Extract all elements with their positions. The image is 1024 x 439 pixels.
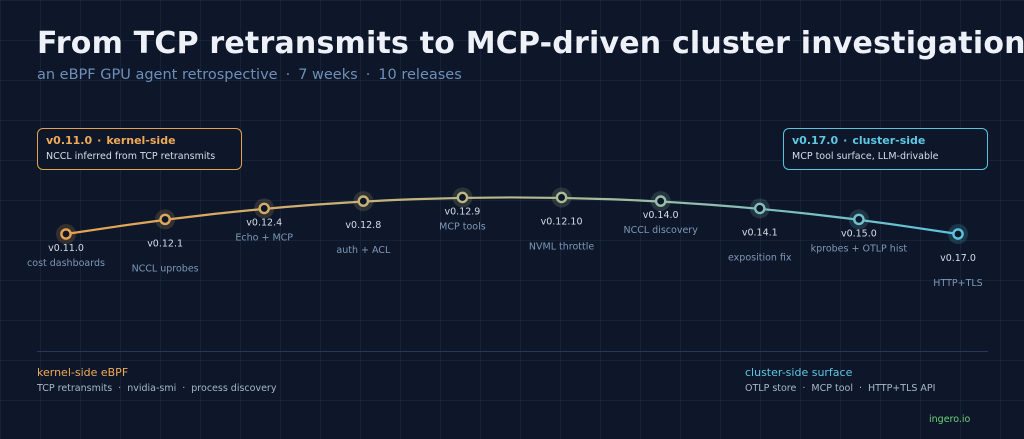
release-node: v0.11.0 cost dashboards <box>27 224 105 269</box>
page-title: From TCP retransmits to MCP-driven clust… <box>37 26 1024 61</box>
page-subtitle: an eBPF GPU agent retrospective · 7 weeks ·… <box>37 67 462 83</box>
brand-link[interactable]: ingero.io <box>929 414 971 425</box>
release-label: kprobes + OTLP hist <box>811 243 908 254</box>
callout-description: NCCL inferred from TCP retransmits <box>46 151 216 162</box>
release-node-dot <box>60 228 72 240</box>
callout-heading: v0.11.0 · kernel-side <box>46 133 233 148</box>
callout-description: MCP tool surface, LLM-drivable <box>792 151 939 162</box>
footer-item: HTTP+TLS API <box>868 383 936 394</box>
release-version: v0.14.1 <box>742 227 778 238</box>
footer-divider <box>37 351 988 352</box>
subtitle-separator: · <box>365 67 371 83</box>
release-node-dot <box>555 191 568 204</box>
release-version: v0.12.9 <box>445 206 481 217</box>
release-label: auth + ACL <box>336 245 391 256</box>
release-node: v0.17.0 HTTP+TLS <box>933 224 983 289</box>
footer-item: MCP tool <box>811 383 853 394</box>
subtitle-description: an eBPF GPU agent retrospective <box>37 67 278 83</box>
release-node-dot <box>357 195 370 207</box>
release-node: v0.14.1 exposition fix <box>728 198 792 263</box>
release-label: HTTP+TLS <box>933 278 982 289</box>
release-node-dot <box>753 202 766 215</box>
footer-item: OTLP store <box>745 383 797 394</box>
footer-separator: · <box>118 383 122 394</box>
release-label: NCCL uprobes <box>132 263 199 274</box>
release-label: cost dashboards <box>27 258 105 269</box>
release-version: v0.12.8 <box>345 220 381 231</box>
release-node-dot <box>258 202 271 215</box>
footer-item: TCP retransmits <box>37 383 113 394</box>
subtitle-release-count: 10 releases <box>378 67 462 83</box>
footer-right-title: cluster-side surface <box>745 366 853 379</box>
release-version: v0.14.0 <box>643 210 679 221</box>
release-version: v0.17.0 <box>940 253 976 264</box>
release-label: NCCL discovery <box>623 225 698 236</box>
release-node-dot <box>952 228 964 240</box>
release-node-dot <box>456 191 469 204</box>
release-node: v0.12.10 NVML throttle <box>529 187 594 252</box>
release-node: v0.12.1 NCCL uprobes <box>132 209 199 274</box>
release-node: v0.14.0 NCCL discovery <box>623 191 698 236</box>
callout-tag: kernel-side <box>106 134 176 147</box>
release-node: v0.12.8 auth + ACL <box>336 191 391 256</box>
release-version: v0.15.0 <box>841 228 877 239</box>
release-label: MCP tools <box>439 221 486 232</box>
footer-right-items: OTLP store · MCP tool · HTTP+TLS API <box>745 383 935 394</box>
callout-version: v0.17.0 <box>792 134 839 147</box>
release-node-dot <box>654 195 667 207</box>
footer-separator: · <box>182 383 186 394</box>
callout-separator: · <box>843 134 848 147</box>
release-label: NVML throttle <box>529 241 594 252</box>
release-node-dot <box>853 213 865 226</box>
cluster-side-callout: v0.17.0 · cluster-side MCP tool surface, L… <box>783 128 988 170</box>
release-node: v0.12.9 MCP tools <box>439 187 486 232</box>
callout-separator: · <box>97 134 102 147</box>
release-node: v0.15.0 kprobes + OTLP hist <box>811 209 908 254</box>
release-label: Echo + MCP <box>235 232 293 243</box>
callout-heading: v0.17.0 · cluster-side <box>792 133 979 148</box>
footer-left-items: TCP retransmits · nvidia-smi · process disco… <box>37 383 276 394</box>
kernel-side-callout: v0.11.0 · kernel-side NCCL inferred from T… <box>37 128 242 170</box>
release-version: v0.12.4 <box>246 217 282 228</box>
release-version: v0.12.1 <box>147 238 183 249</box>
footer-item: nvidia-smi <box>127 383 177 394</box>
release-label: exposition fix <box>728 252 792 263</box>
release-version: v0.12.10 <box>541 216 583 227</box>
release-node: v0.12.4 Echo + MCP <box>235 198 293 243</box>
callout-version: v0.11.0 <box>46 134 93 147</box>
subtitle-separator: · <box>285 67 291 83</box>
release-version: v0.11.0 <box>48 243 84 254</box>
callout-tag: cluster-side <box>852 134 926 147</box>
timeline-arc <box>65 196 959 236</box>
footer-separator: · <box>858 383 862 394</box>
release-node-dot <box>159 213 171 226</box>
footer-item: process discovery <box>191 383 277 394</box>
footer-separator: · <box>802 383 806 394</box>
subtitle-duration: 7 weeks <box>298 67 358 83</box>
footer-left-title: kernel-side eBPF <box>37 366 129 379</box>
